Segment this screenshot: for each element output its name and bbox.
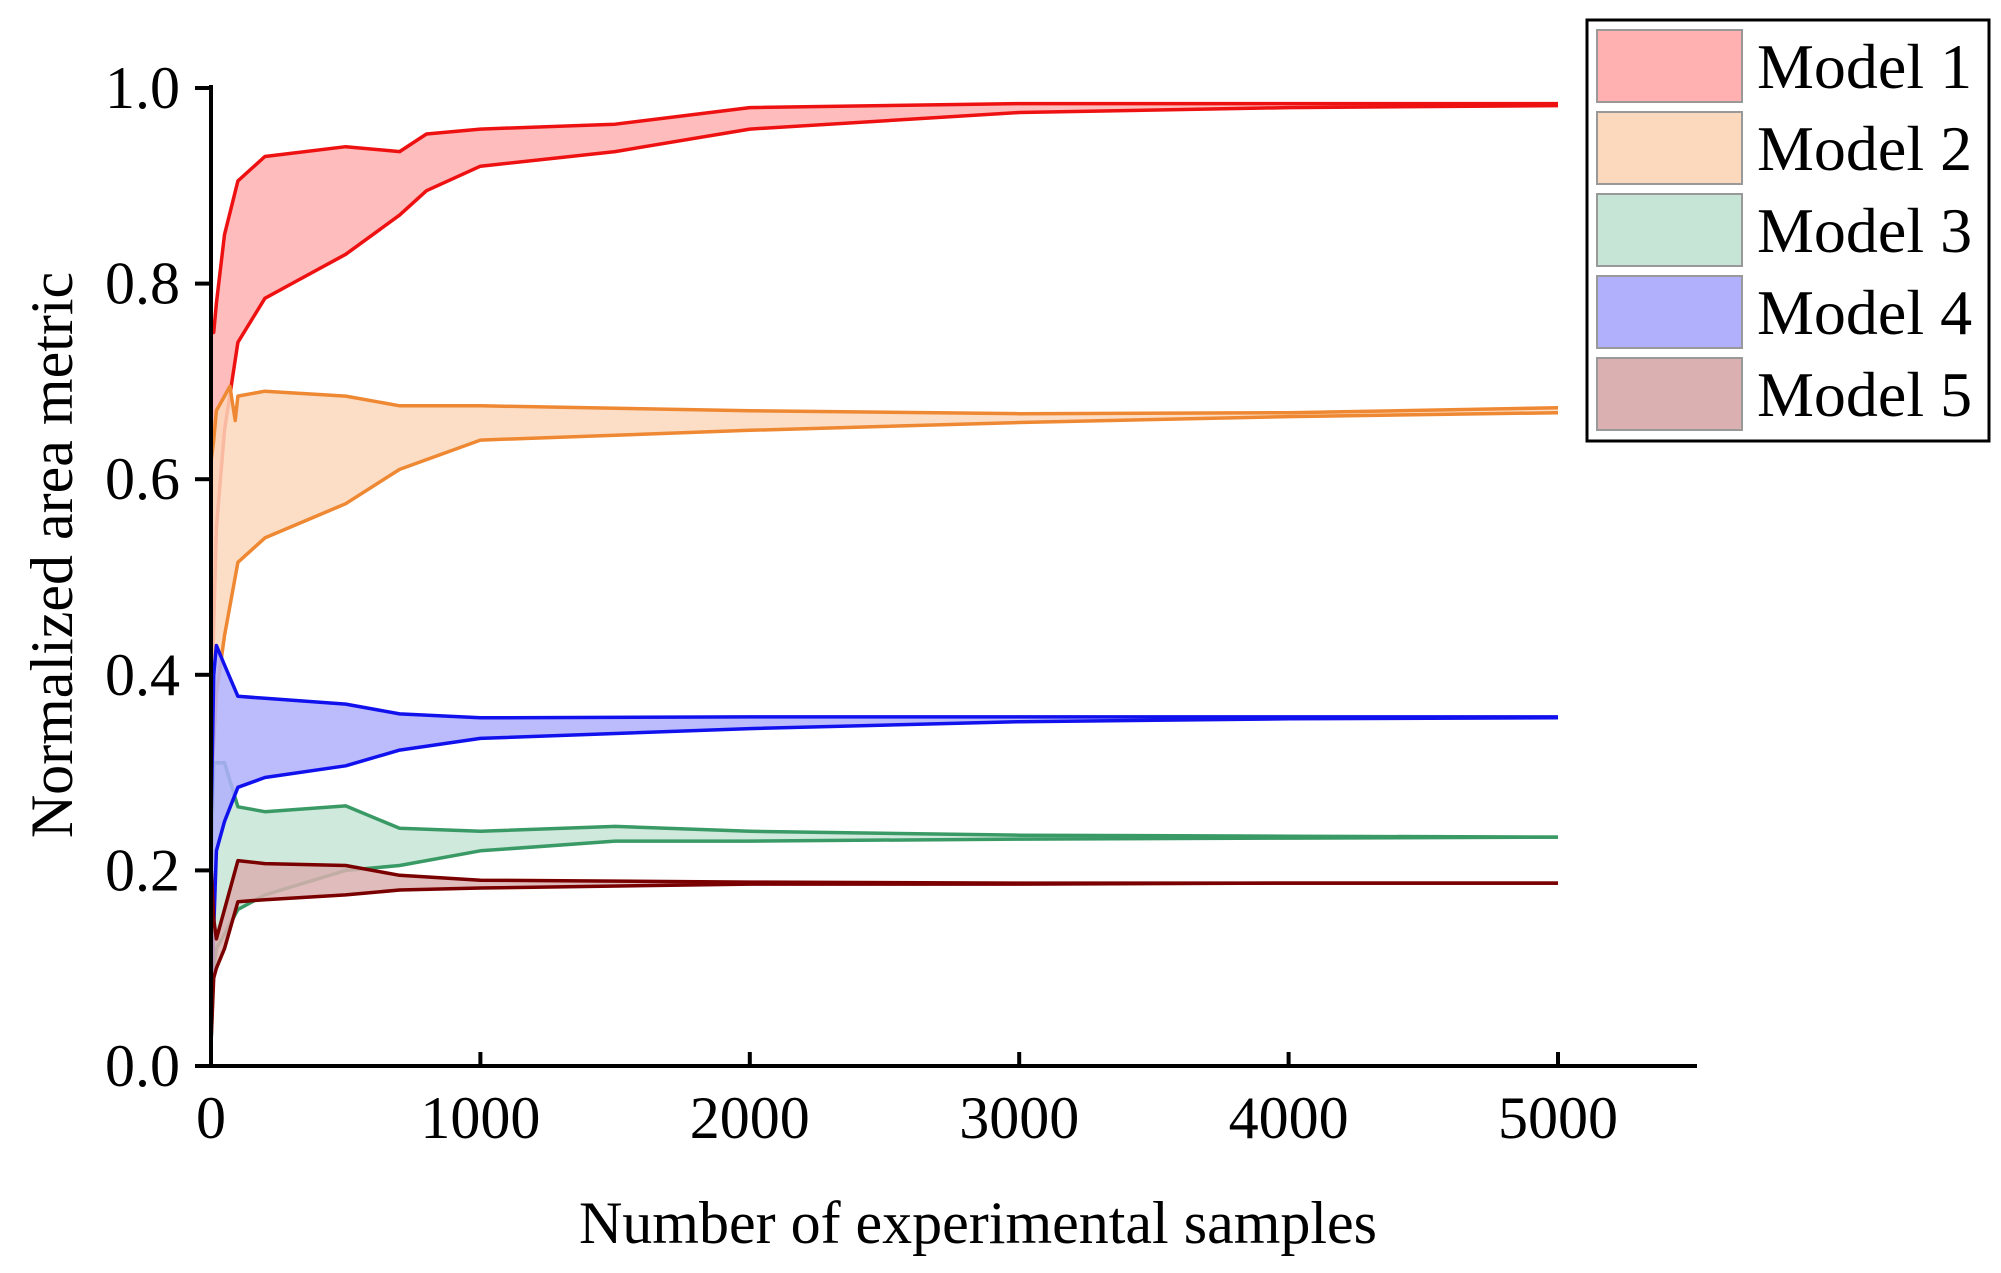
y-tick-label: 0.2 — [105, 837, 180, 903]
model-4-band — [209, 643, 1559, 1018]
legend-swatch-model-4 — [1596, 275, 1743, 349]
y-tick-label: 0.8 — [105, 251, 180, 317]
model-2-fill — [211, 386, 1558, 793]
model-bands — [209, 101, 1559, 1037]
y-axis-title: Normalized area metric — [19, 272, 85, 838]
legend-label-model-1: Model 1 — [1757, 31, 1972, 102]
legend-swatch-model-1 — [1596, 29, 1743, 103]
x-tick-label: 1000 — [420, 1085, 540, 1151]
y-tick-label: 0.0 — [105, 1033, 180, 1099]
legend-swatch-model-2 — [1596, 111, 1743, 185]
legend-label-model-2: Model 2 — [1757, 113, 1972, 184]
x-tick-label: 4000 — [1229, 1085, 1349, 1151]
y-tick-label: 0.6 — [105, 446, 180, 512]
model-5-lower-line — [209, 881, 1558, 1037]
model-5-upper-line — [209, 858, 1558, 941]
legend-label-model-3: Model 3 — [1757, 195, 1972, 266]
x-ticks: 0 1000 2000 3000 4000 5000 — [196, 1052, 1618, 1151]
x-tick-label: 5000 — [1498, 1085, 1618, 1151]
y-tick-label: 0.4 — [105, 642, 180, 708]
model-3-fill — [211, 762, 1558, 1037]
model-2-upper-line — [209, 384, 1559, 460]
legend-label-model-5: Model 5 — [1757, 359, 1972, 430]
x-tick-label: 3000 — [959, 1085, 1079, 1151]
legend-label-model-4: Model 4 — [1757, 277, 1972, 348]
axes: 0 1000 2000 3000 4000 5000 0.0 0.2 0.4 0.6 0.8 1.0 — [105, 55, 1697, 1151]
legend-swatch-model-5 — [1596, 357, 1743, 431]
model-1-upper-line — [209, 101, 1558, 335]
model-4-upper-line — [209, 643, 1558, 812]
model-5-band — [209, 858, 1558, 1037]
legend: Model 1 Model 2 Model 3 Model 4 Model 5 — [1585, 18, 1991, 443]
legend-swatch-model-3 — [1596, 193, 1743, 267]
x-tick-label: 0 — [196, 1085, 226, 1151]
model-3-band — [209, 761, 1559, 1037]
y-tick-label: 1.0 — [105, 55, 180, 121]
model-4-lower-line — [209, 716, 1559, 1018]
x-tick-label: 2000 — [690, 1085, 810, 1151]
y-ticks: 0.0 0.2 0.4 0.6 0.8 1.0 — [105, 55, 211, 1099]
model-1-fill — [211, 103, 1558, 724]
model-5-fill — [211, 860, 1558, 1037]
model-3-lower-line — [209, 835, 1559, 1037]
model-4-fill — [211, 645, 1558, 1018]
x-axis-title: Number of experimental samples — [579, 1190, 1377, 1256]
